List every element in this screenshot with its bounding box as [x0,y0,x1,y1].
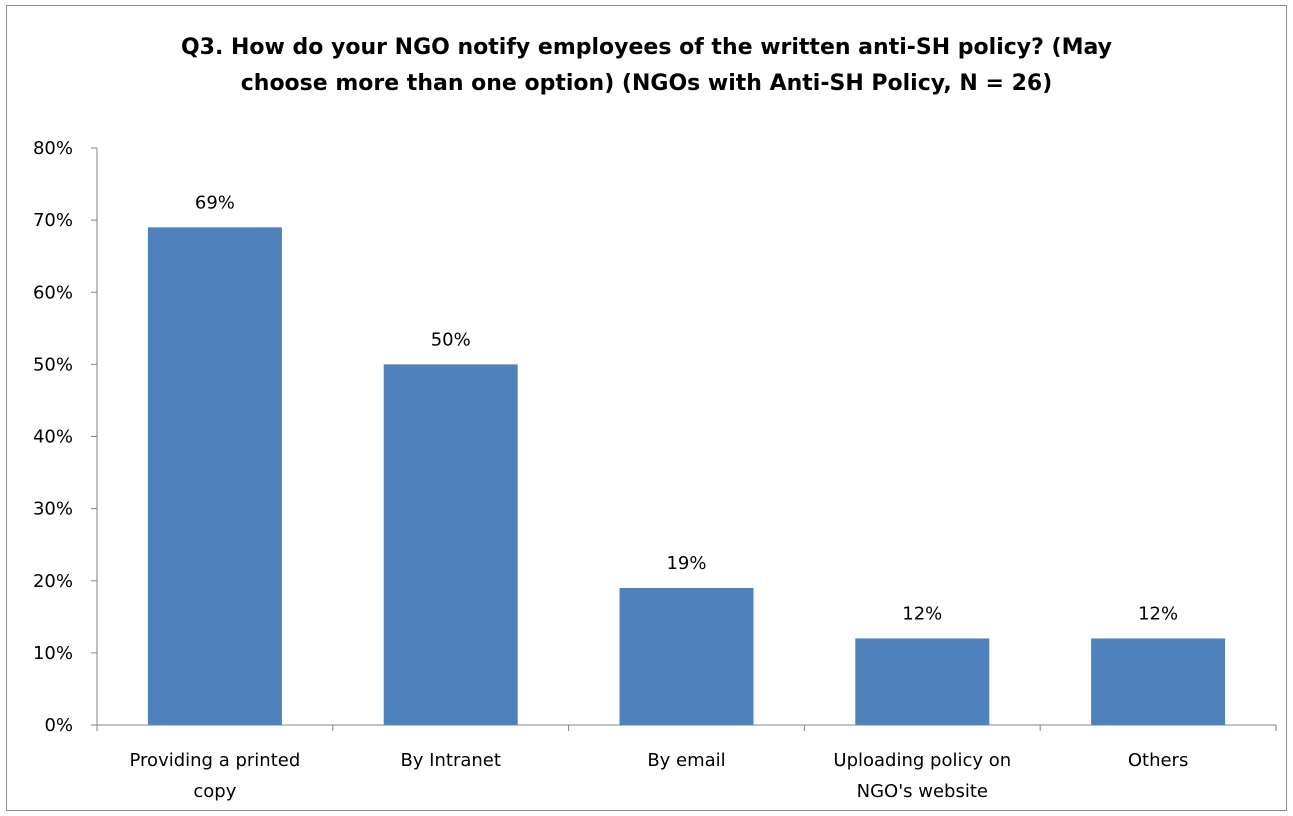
y-tick-label: 70% [33,210,73,231]
y-tick-label: 50% [33,354,73,375]
bar [855,638,990,725]
category-label: By Intranet [400,750,500,771]
y-tick-label: 40% [33,427,73,448]
chart-title-line-2: choose more than one option) (NGOs with … [240,71,1053,96]
bars [147,227,1226,725]
data-label: 12% [1138,603,1178,624]
data-label: 12% [902,603,942,624]
category-label: Uploading policy on [833,750,1011,771]
x-axis [96,724,1277,731]
y-tick-label: 0% [44,715,73,736]
chart-title-line-1: Q3. How do your NGO notify employees of … [180,35,1112,60]
y-tick-label: 80% [33,138,73,159]
bar [1091,638,1226,725]
data-label: 50% [431,329,471,350]
bar [147,227,282,725]
bar [619,587,754,725]
y-tick-label: 20% [33,571,73,592]
category-label: copy [193,781,236,802]
y-axis: 0% 10% 20% 30% 40% 50% 60% 70% 80% [33,138,98,736]
data-label: 69% [195,192,235,213]
category-label: NGO's website [857,781,988,802]
category-labels: Providing a printed copy By Intranet By ema… [130,750,1189,802]
chart-title: Q3. How do your NGO notify employees of … [0,30,1293,102]
category-label: By email [647,750,725,771]
data-labels: 69% 50% 19% 12% 12% [195,192,1178,624]
category-label: Providing a printed [130,750,301,771]
y-tick-label: 60% [33,282,73,303]
bar [383,364,518,725]
category-label: Others [1128,750,1189,771]
y-tick-label: 30% [33,499,73,520]
y-tick-label: 10% [33,643,73,664]
data-label: 19% [666,553,706,574]
